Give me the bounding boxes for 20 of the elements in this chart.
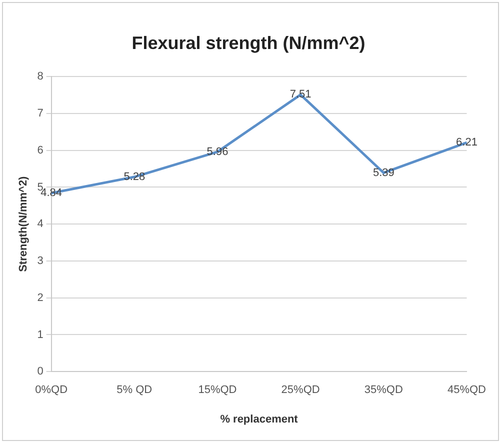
- x-axis-title: % replacement: [220, 413, 298, 426]
- y-tick-label: 0: [37, 366, 44, 378]
- y-tick-label: 3: [37, 255, 44, 268]
- x-tick-label: 5% QD: [116, 384, 152, 396]
- data-label: 4.84: [40, 187, 62, 200]
- y-tick-label: 4: [37, 218, 44, 230]
- x-tick-label: 35%QD: [364, 384, 403, 396]
- data-label: 6.21: [456, 136, 478, 149]
- y-axis-title: Strength(N/mm^2): [18, 176, 30, 272]
- y-tick-label: 6: [37, 144, 44, 156]
- x-tick-label: 0%QD: [35, 384, 68, 396]
- y-tick-label: 7: [37, 108, 44, 120]
- y-tick-label: 2: [37, 292, 44, 304]
- data-label: 7.51: [290, 88, 312, 101]
- y-tick-label: 8: [37, 70, 44, 83]
- x-tick-label: 25%QD: [281, 384, 320, 396]
- y-tick-label: 1: [37, 328, 44, 341]
- x-tick-label: 45%QD: [447, 384, 486, 396]
- chart-title: Flexural strength (N/mm^2): [132, 32, 366, 53]
- x-tick-label: 15%QD: [198, 384, 237, 396]
